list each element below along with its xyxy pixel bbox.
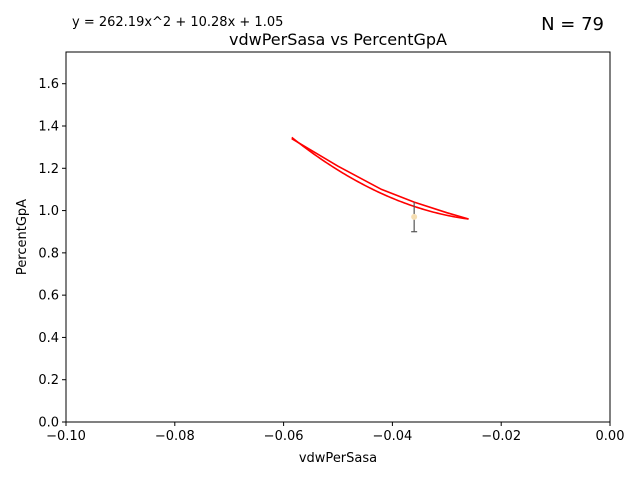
sample-count: N = 79 bbox=[541, 14, 604, 35]
data-point-layer bbox=[411, 202, 418, 233]
x-axis: −0.10 −0.08 −0.06 −0.04 −0.02 0.00 bbox=[46, 422, 624, 444]
y-tick-label: 0.6 bbox=[38, 289, 59, 304]
y-tick-label: 1.2 bbox=[38, 162, 59, 177]
data-point bbox=[411, 213, 418, 220]
plot-area bbox=[66, 52, 610, 422]
y-tick-label: 1.0 bbox=[38, 204, 59, 219]
y-tick-label: 1.6 bbox=[38, 77, 59, 92]
y-axis: 0.0 0.2 0.4 0.6 0.8 1.0 1.2 1.4 1.6 bbox=[38, 77, 66, 431]
y-tick-label: 0.4 bbox=[38, 331, 59, 346]
x-tick-label: −0.02 bbox=[481, 429, 521, 444]
x-tick-label: −0.10 bbox=[46, 429, 86, 444]
y-axis-label: PercentGpA bbox=[15, 199, 30, 275]
y-tick-label: 0.2 bbox=[38, 373, 59, 388]
y-tick-label: 1.4 bbox=[38, 120, 59, 135]
fit-curve bbox=[291, 136, 469, 220]
fit-equation: y = 262.19x^2 + 10.28x + 1.05 bbox=[72, 15, 283, 30]
fit-curve-layer bbox=[291, 136, 469, 220]
x-tick-label: −0.06 bbox=[264, 429, 304, 444]
fit-curve-upper bbox=[291, 138, 469, 220]
x-axis-label: vdwPerSasa bbox=[299, 451, 377, 466]
y-tick-label: 0.0 bbox=[38, 416, 59, 431]
x-tick-label: −0.08 bbox=[155, 429, 195, 444]
plot-frame bbox=[65, 51, 611, 423]
x-tick-label: 0.00 bbox=[596, 429, 625, 444]
y-tick-label: 0.8 bbox=[38, 246, 59, 261]
chart-title: vdwPerSasa vs PercentGpA bbox=[229, 30, 447, 49]
x-tick-label: −0.04 bbox=[372, 429, 412, 444]
